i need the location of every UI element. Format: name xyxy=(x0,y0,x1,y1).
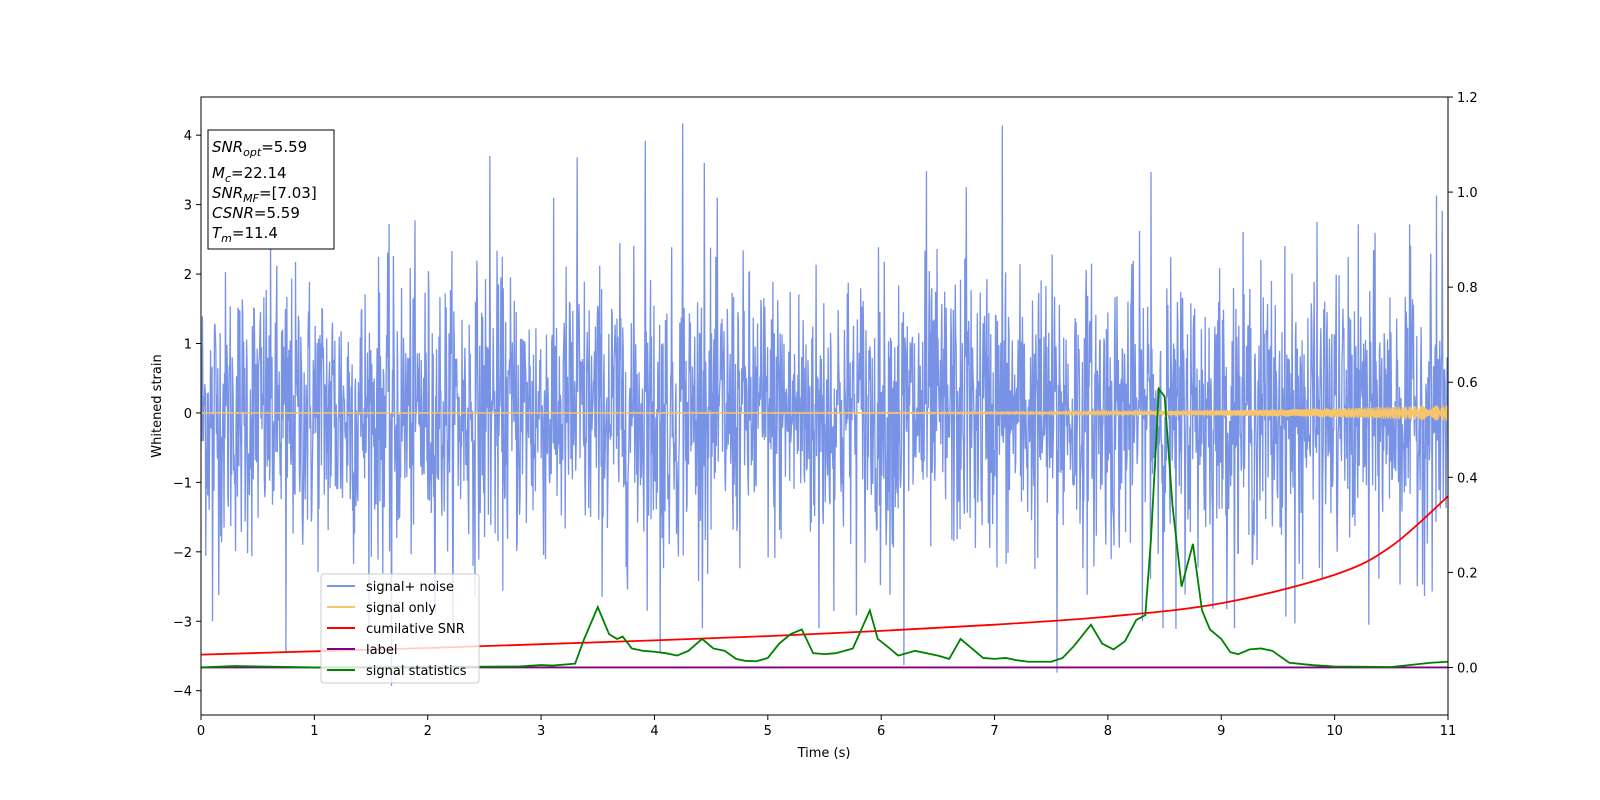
y-tick-label: −2 xyxy=(173,546,192,561)
y-tick-label: 3 xyxy=(184,199,192,214)
legend-entry: signal+ noise xyxy=(366,580,454,595)
legend-entry: signal only xyxy=(366,601,436,616)
y-tick-label: −4 xyxy=(173,685,192,700)
x-tick-label: 5 xyxy=(764,724,772,739)
y-axis-right: 0.0 0.2 0.4 0.6 0.8 1.0 1.2 xyxy=(1448,91,1478,676)
legend-entry: cumilative SNR xyxy=(366,622,465,637)
x-tick-label: 0 xyxy=(197,724,205,739)
legend-frame xyxy=(320,573,480,684)
y-tick-label: 1 xyxy=(184,338,192,353)
y-tick-label: −1 xyxy=(173,476,192,491)
y-tick-label: −3 xyxy=(173,615,192,630)
series-signal-only-line xyxy=(201,405,1448,421)
series-signal-noise-line xyxy=(201,123,1448,686)
x-tick-label: 9 xyxy=(1217,724,1225,739)
x-tick-label: 3 xyxy=(537,724,545,739)
y-axis-label: Whitened strain xyxy=(150,354,165,457)
y2-tick-label: 0.0 xyxy=(1457,661,1478,676)
plot-frame xyxy=(200,96,1449,716)
info-line: CSNR=5.59 xyxy=(212,204,300,222)
x-tick-label: 4 xyxy=(650,724,658,739)
y-tick-label: 4 xyxy=(184,129,192,144)
x-tick-label: 7 xyxy=(990,724,998,739)
x-tick-label: 10 xyxy=(1326,724,1343,739)
info-line: Mc=22.14 xyxy=(212,164,287,185)
x-tick-label: 6 xyxy=(877,724,885,739)
info-box: SNRopt=5.59 Mc=22.14SNRMF=[7.03]CSNR=5.59… xyxy=(207,129,335,250)
legend-entry: label xyxy=(366,643,397,658)
y-tick-label: 2 xyxy=(184,268,192,283)
info-line: SNRMF=[7.03] xyxy=(212,184,317,205)
x-axis: 0 1 2 3 4 5 6 7 8 9 10 11 xyxy=(197,715,1456,739)
y2-tick-label: 1.0 xyxy=(1457,186,1478,201)
info-line: Tm=11.4 xyxy=(212,224,278,245)
y2-tick-label: 1.2 xyxy=(1457,91,1478,106)
y2-tick-label: 0.8 xyxy=(1457,281,1478,296)
x-tick-label: 8 xyxy=(1104,724,1112,739)
y-axis-left: −4 −3 −2 −1 0 1 2 3 4 xyxy=(173,129,201,700)
y2-tick-label: 0.2 xyxy=(1457,566,1478,581)
y2-tick-label: 0.4 xyxy=(1457,471,1478,486)
x-tick-label: 2 xyxy=(424,724,432,739)
x-tick-label: 1 xyxy=(310,724,318,739)
x-axis-label: Time (s) xyxy=(797,746,851,761)
info-line: SNRopt=5.59 xyxy=(212,138,307,159)
info-box-frame xyxy=(207,129,335,250)
legend: signal+ noise signal only cumilative SNR la… xyxy=(320,573,480,684)
legend-entry: signal statistics xyxy=(366,664,467,679)
series-signal-statistics-line xyxy=(201,386,1448,669)
x-tick-label: 11 xyxy=(1440,724,1457,739)
y2-tick-label: 0.6 xyxy=(1457,376,1478,391)
y-tick-label: 0 xyxy=(184,407,192,422)
